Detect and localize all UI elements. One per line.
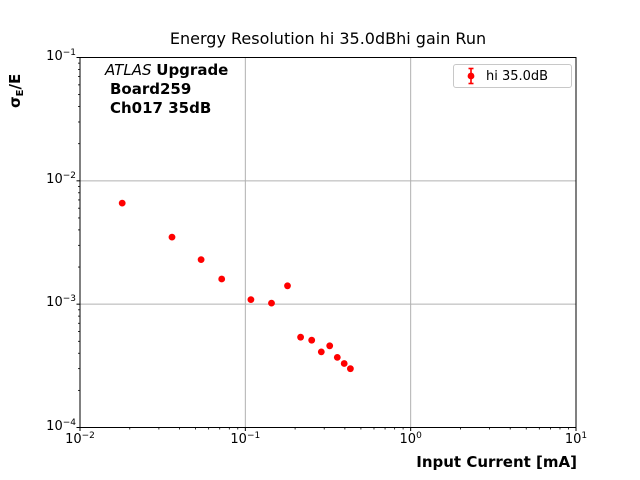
annotation-line-2: Board259 [110, 80, 192, 98]
tick-exponent: −2 [62, 170, 76, 181]
tick-base: 10 [46, 295, 63, 311]
axes-spines [79, 57, 577, 428]
ytick-label: 10−4 [46, 417, 76, 434]
legend: hi 35.0dB [453, 64, 572, 88]
annotation-line-3: Ch017 35dB [110, 99, 212, 117]
data-point [297, 333, 304, 341]
xtick-label: 10−2 [50, 431, 110, 447]
data-point [118, 199, 126, 207]
ytick-label: 10−2 [46, 170, 76, 187]
annotation-line-1: ATLAS Upgrade [105, 61, 228, 80]
tick-base: 10 [46, 171, 63, 187]
y-axis-label-sigma: σ [6, 96, 24, 108]
annotation-upgrade: Upgrade [156, 61, 229, 79]
x-axis-label: Input Current [mA] [416, 453, 577, 471]
ytick-label: 10−3 [46, 294, 76, 311]
data-point [284, 282, 291, 290]
data-point [308, 336, 316, 344]
tick-exponent: −4 [62, 417, 76, 428]
chart-title: Energy Resolution hi 35.0dBhi gain Run [169, 29, 487, 48]
data-point [197, 256, 205, 263]
ytick-label: 10−1 [46, 47, 76, 64]
legend-errorbar-icon [467, 67, 475, 85]
tick-base: 10 [65, 432, 82, 447]
y-axis-label-rest: /E [6, 73, 24, 90]
tick-base: 10 [230, 432, 247, 447]
annotation-atlas: ATLAS [105, 61, 152, 79]
data-point [218, 275, 226, 283]
y-axis-label-subscript: E [15, 89, 26, 97]
tick-exponent: −3 [62, 294, 76, 305]
tick-base: 10 [46, 48, 63, 64]
tick-base: 10 [564, 432, 582, 447]
data-point [317, 348, 325, 356]
data-point [268, 299, 275, 307]
xtick-label: 101 [546, 431, 606, 447]
tick-base: 10 [46, 418, 63, 434]
data-point [168, 233, 176, 241]
tick-exponent: −1 [62, 47, 76, 58]
data-point [326, 342, 334, 350]
data-point [340, 360, 348, 367]
data-point [333, 354, 341, 361]
tick-exponent: 1 [581, 431, 588, 441]
xtick-label: 10−1 [215, 431, 275, 447]
legend-label: hi 35.0dB [486, 68, 549, 84]
tick-exponent: 0 [416, 431, 422, 441]
data-point [347, 365, 354, 373]
tick-exponent: −1 [246, 431, 261, 441]
data-point [247, 296, 255, 303]
y-axis-label: σE/E [6, 73, 26, 108]
tick-exponent: −2 [81, 431, 95, 441]
xtick-label: 100 [381, 431, 441, 447]
tick-base: 10 [399, 432, 417, 447]
annotation-block: ATLAS Upgrade Board259 Ch017 35dB [105, 61, 228, 118]
